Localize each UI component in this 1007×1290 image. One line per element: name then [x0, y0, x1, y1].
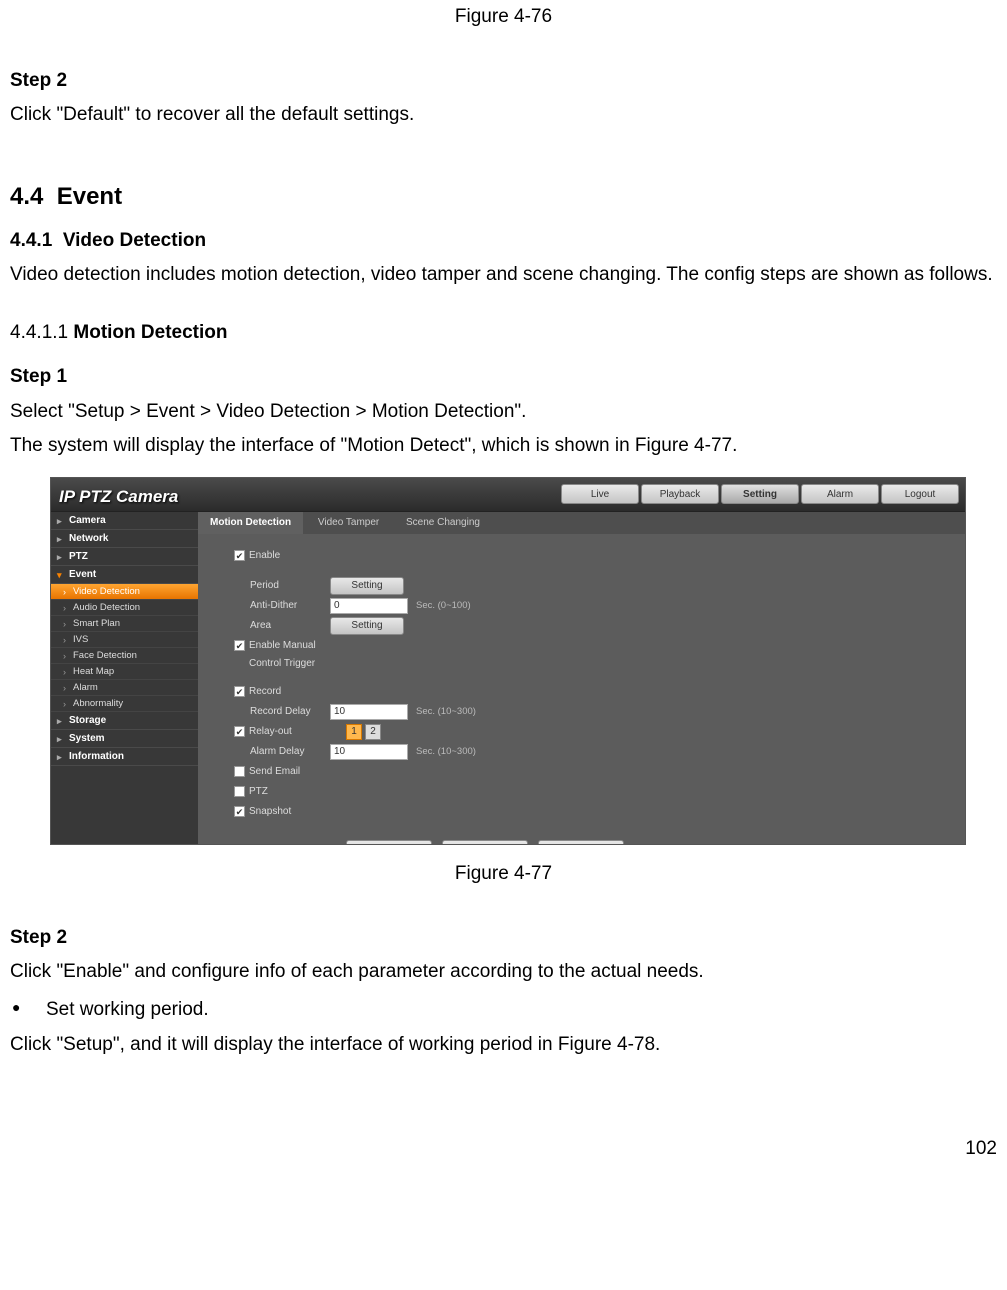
relay-options: 1 2 [346, 724, 381, 740]
sidebar-sub-abnormality[interactable]: Abnormality [51, 696, 198, 712]
area-label: Area [234, 617, 330, 635]
ui-header: IP PTZ Camera Live Playback Setting Alar… [51, 478, 965, 512]
ptz-checkbox[interactable] [234, 786, 245, 797]
bullet-set-working-period: Set working period. [10, 993, 997, 1027]
nav-live[interactable]: Live [561, 484, 639, 504]
sidebar-sub-audio-detection[interactable]: Audio Detection [51, 600, 198, 616]
subsubsection-heading: 4.4.1.1 Motion Detection [10, 316, 997, 350]
section-number: 4.4 [10, 183, 43, 210]
snapshot-label: Snapshot [249, 803, 291, 821]
email-label: Send Email [249, 763, 300, 781]
motion-detect-screenshot: IP PTZ Camera Live Playback Setting Alar… [50, 477, 966, 845]
sidebar-item-ptz[interactable]: PTZ [51, 548, 198, 566]
enable-label: Enable [249, 547, 280, 565]
snapshot-checkbox[interactable]: ✔ [234, 806, 245, 817]
section-title: Event [57, 183, 122, 210]
refresh-button[interactable]: Refresh [442, 840, 528, 845]
enable-checkbox[interactable]: ✔ [234, 550, 245, 561]
sidebar-sub-face-detection[interactable]: Face Detection [51, 648, 198, 664]
record-delay-hint: Sec. (10~300) [416, 703, 476, 720]
sidebar-item-storage[interactable]: Storage [51, 712, 198, 730]
sidebar-sub-video-detection[interactable]: Video Detection [51, 584, 198, 600]
sidebar-item-camera[interactable]: Camera [51, 512, 198, 530]
subsection-heading: 4.4.1 Video Detection [10, 224, 997, 258]
period-setting-button[interactable]: Setting [330, 577, 404, 595]
alarm-delay-label: Alarm Delay [234, 743, 330, 761]
footer-buttons: Default Refresh Save [346, 840, 965, 845]
sidebar-item-event[interactable]: Event [51, 566, 198, 584]
tab-scene-changing[interactable]: Scene Changing [394, 512, 492, 534]
subsection-number: 4.4.1 [10, 230, 52, 251]
record-delay-label: Record Delay [234, 703, 330, 721]
record-checkbox[interactable]: ✔ [234, 686, 245, 697]
subsubsection-title: Motion Detection [73, 322, 227, 343]
relay-label: Relay-out [249, 723, 346, 741]
subsubsection-number: 4.4.1.1 [10, 322, 68, 343]
ui-tabs: Motion Detection Video Tamper Scene Chan… [198, 512, 965, 534]
period-label: Period [234, 577, 330, 595]
manual-label-1: Enable Manual [249, 637, 316, 655]
record-label: Record [249, 683, 281, 701]
nav-playback[interactable]: Playback [641, 484, 719, 504]
relay-opt-1[interactable]: 1 [346, 724, 362, 740]
section-heading: 4.4 Event [10, 175, 997, 218]
email-checkbox[interactable] [234, 766, 245, 777]
antidither-hint: Sec. (0~100) [416, 597, 471, 614]
record-delay-input[interactable]: 10 [330, 704, 408, 720]
manual-label-2: Control Trigger [249, 655, 315, 673]
nav-setting[interactable]: Setting [721, 484, 799, 504]
manual-checkbox[interactable]: ✔ [234, 640, 245, 651]
subsection-title: Video Detection [63, 230, 206, 251]
step2-a-body: Click "Default" to recover all the defau… [10, 98, 997, 132]
area-setting-button[interactable]: Setting [330, 617, 404, 635]
step1-line2: The system will display the interface of… [10, 429, 997, 463]
figure-caption-top: Figure 4-76 [10, 0, 997, 34]
nav-alarm[interactable]: Alarm [801, 484, 879, 504]
page-number: 102 [10, 1132, 997, 1166]
step2-b-heading: Step 2 [10, 921, 997, 955]
alarm-delay-hint: Sec. (10~300) [416, 743, 476, 760]
ui-content: ✔ Enable Period Setting Anti-Dither 0 Se… [198, 534, 965, 844]
sidebar-sub-smart-plan[interactable]: Smart Plan [51, 616, 198, 632]
sidebar-item-information[interactable]: Information [51, 748, 198, 766]
step1-line1: Select "Setup > Event > Video Detection … [10, 395, 997, 429]
step2-b-after: Click "Setup", and it will display the i… [10, 1028, 997, 1062]
step2-b-body: Click "Enable" and configure info of eac… [10, 955, 997, 989]
ui-sidebar: Camera Network PTZ Event Video Detection… [51, 512, 198, 844]
sidebar-sub-heat-map[interactable]: Heat Map [51, 664, 198, 680]
alarm-delay-input[interactable]: 10 [330, 744, 408, 760]
relay-checkbox[interactable]: ✔ [234, 726, 245, 737]
sidebar-item-network[interactable]: Network [51, 530, 198, 548]
sidebar-item-system[interactable]: System [51, 730, 198, 748]
save-button[interactable]: Save [538, 840, 624, 845]
antidither-label: Anti-Dither [234, 597, 330, 615]
tab-video-tamper[interactable]: Video Tamper [306, 512, 391, 534]
antidither-input[interactable]: 0 [330, 598, 408, 614]
nav-logout[interactable]: Logout [881, 484, 959, 504]
figure-caption-mid: Figure 4-77 [10, 857, 997, 891]
sidebar-sub-alarm[interactable]: Alarm [51, 680, 198, 696]
ui-nav: Live Playback Setting Alarm Logout [559, 484, 959, 504]
subsection-body: Video detection includes motion detectio… [10, 258, 997, 292]
sidebar-sub-ivs[interactable]: IVS [51, 632, 198, 648]
default-button[interactable]: Default [346, 840, 432, 845]
ui-logo: IP PTZ Camera [59, 482, 178, 513]
tab-motion-detection[interactable]: Motion Detection [198, 512, 303, 534]
ptz-label: PTZ [249, 783, 268, 801]
relay-opt-2[interactable]: 2 [365, 724, 381, 740]
step2-a-heading: Step 2 [10, 64, 997, 98]
step1-heading: Step 1 [10, 360, 997, 394]
